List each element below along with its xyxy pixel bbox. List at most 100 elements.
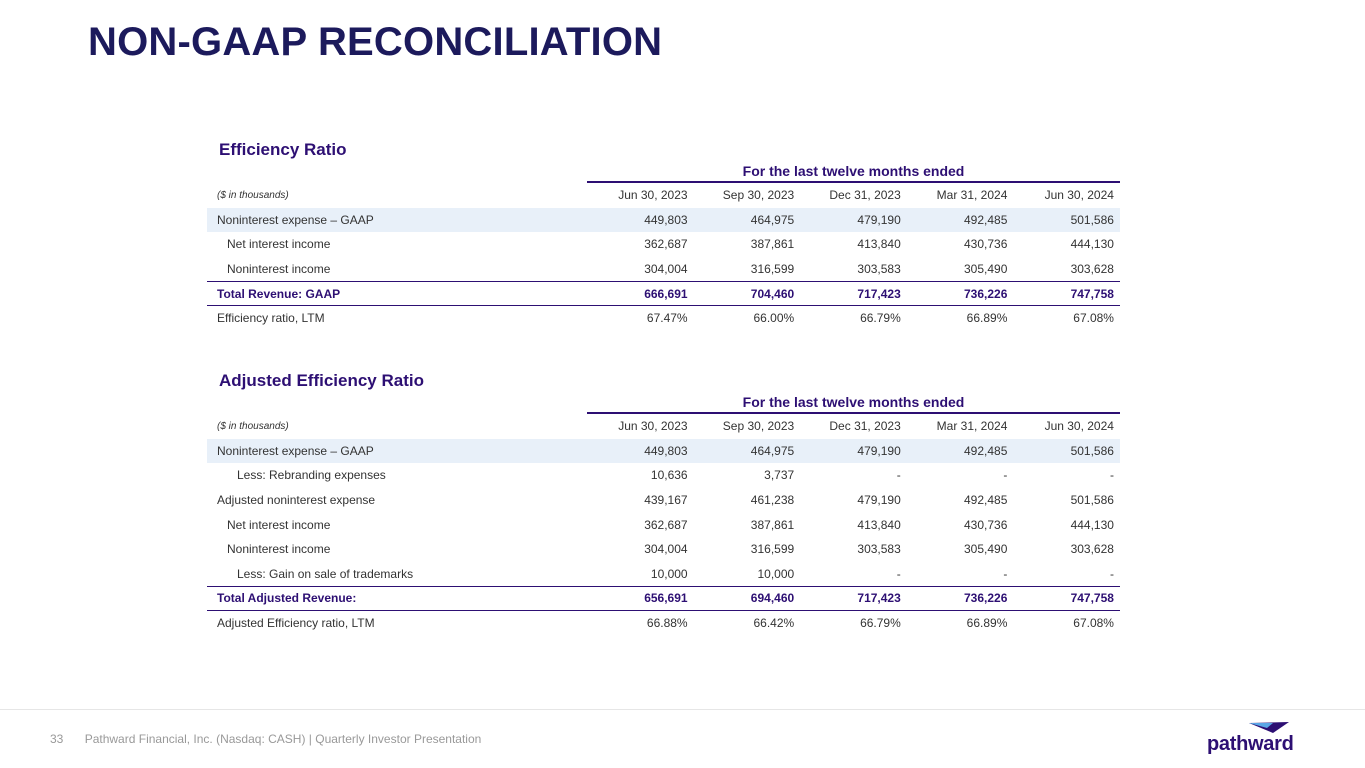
- row-label: Noninterest income: [227, 542, 331, 557]
- cell-value: 10,000: [757, 566, 795, 581]
- cell-value: 305,490: [963, 542, 1008, 557]
- row-label: Total Revenue: GAAP: [217, 286, 341, 301]
- cell-value: 304,004: [644, 262, 688, 277]
- page-title: NON-GAAP RECONCILIATION: [88, 20, 663, 64]
- units-label: ($ in thousands): [217, 420, 289, 432]
- header-row: ($ in thousands) Jun 30, 2023 Sep 30, 2023…: [207, 183, 1120, 208]
- cell-value: 492,485: [963, 443, 1008, 458]
- table-row: Noninterest expense – GAAP 449,803 464,975…: [207, 207, 1120, 233]
- cell-value: 501,586: [1070, 493, 1114, 508]
- table-row: Less: Rebranding expenses 10,636 3,737 - - -: [207, 463, 1120, 488]
- cell-value: 439,167: [644, 493, 688, 508]
- pathward-logo: pathward: [1207, 722, 1294, 756]
- footer: 33 Pathward Financial, Inc. (Nasdaq: CAS…: [50, 732, 481, 746]
- cell-value: 430,736: [963, 517, 1008, 532]
- cell-value: 501,586: [1070, 212, 1114, 227]
- cell-value: 449,803: [644, 212, 688, 227]
- row-label: Total Adjusted Revenue:: [217, 591, 357, 606]
- cell-value: -: [1003, 566, 1008, 581]
- row-label: Noninterest income: [227, 262, 331, 277]
- cell-value: 66.89%: [966, 616, 1008, 631]
- cell-value: 413,840: [857, 237, 901, 252]
- cell-value: -: [1109, 566, 1114, 581]
- cell-value: 387,861: [750, 517, 795, 532]
- column-header: Sep 30, 2023: [722, 188, 795, 203]
- units-label: ($ in thousands): [217, 189, 289, 201]
- cell-value: 747,758: [1070, 286, 1114, 301]
- cell-value: 66.79%: [860, 616, 901, 631]
- cell-value: 461,238: [750, 493, 795, 508]
- column-header: Jun 30, 2024: [1044, 419, 1114, 434]
- cell-value: 444,130: [1070, 237, 1114, 252]
- cell-value: 479,190: [857, 443, 901, 458]
- column-header: Jun 30, 2023: [618, 188, 688, 203]
- cell-value: 10,636: [650, 468, 688, 483]
- adjusted-efficiency-ratio-table: Adjusted Efficiency Ratio For the last tw…: [207, 371, 1120, 635]
- cell-value: 66.88%: [646, 616, 688, 631]
- cell-value: 656,691: [644, 591, 688, 606]
- cell-value: 362,687: [644, 237, 688, 252]
- cell-value: 66.89%: [966, 311, 1008, 326]
- table-row: Adjusted Efficiency ratio, LTM 66.88% 66.4…: [207, 611, 1120, 636]
- cell-value: -: [896, 468, 901, 483]
- logo-text: pathward: [1207, 733, 1294, 755]
- cell-value: 66.42%: [753, 616, 795, 631]
- cell-value: 362,687: [644, 517, 688, 532]
- cell-value: 3,737: [764, 468, 795, 483]
- cell-value: 387,861: [750, 237, 795, 252]
- cell-value: 666,691: [644, 286, 688, 301]
- column-header: Dec 31, 2023: [829, 419, 901, 434]
- cell-value: 413,840: [857, 517, 901, 532]
- logo-arrow-icon: [1249, 722, 1289, 733]
- footer-text: Pathward Financial, Inc. (Nasdaq: CASH) …: [84, 732, 482, 746]
- cell-value: 704,460: [750, 286, 795, 301]
- cell-value: 305,490: [963, 262, 1008, 277]
- column-header: Mar 31, 2024: [936, 188, 1008, 203]
- period-label: For the last twelve months ended: [587, 164, 1120, 183]
- footer-divider: [0, 709, 1365, 710]
- row-label: Net interest income: [227, 237, 331, 252]
- cell-value: 303,628: [1070, 262, 1114, 277]
- cell-value: 479,190: [857, 493, 901, 508]
- cell-value: -: [896, 566, 901, 581]
- row-label: Noninterest expense – GAAP: [217, 443, 374, 458]
- header-row: ($ in thousands) Jun 30, 2023 Sep 30, 2023…: [207, 414, 1120, 439]
- cell-value: 736,226: [963, 286, 1008, 301]
- cell-value: 303,583: [857, 542, 901, 557]
- row-label: Adjusted noninterest expense: [217, 493, 376, 508]
- row-label: Noninterest expense – GAAP: [217, 212, 374, 227]
- column-header: Jun 30, 2023: [618, 419, 688, 434]
- table-row: Noninterest income 304,004 316,599 303,583 3…: [207, 537, 1120, 562]
- table-row: Efficiency ratio, LTM 67.47% 66.00% 66.79% 6…: [207, 306, 1120, 331]
- column-header: Dec 31, 2023: [829, 188, 901, 203]
- cell-value: 717,423: [857, 591, 901, 606]
- table-heading: Efficiency Ratio: [219, 140, 347, 159]
- cell-value: 67.08%: [1073, 616, 1114, 631]
- row-label: Adjusted Efficiency ratio, LTM: [217, 616, 375, 631]
- table-row: Total Adjusted Revenue: 656,691 694,460 717…: [207, 586, 1120, 611]
- cell-value: 492,485: [963, 493, 1008, 508]
- column-header: Mar 31, 2024: [936, 419, 1008, 434]
- cell-value: 444,130: [1070, 517, 1114, 532]
- cell-value: 303,583: [857, 262, 901, 277]
- cell-value: 67.47%: [646, 311, 688, 326]
- page-number: 33: [50, 732, 64, 746]
- cell-value: 430,736: [963, 237, 1008, 252]
- row-label: Efficiency ratio, LTM: [217, 311, 325, 326]
- period-label: For the last twelve months ended: [587, 395, 1120, 414]
- column-header: Sep 30, 2023: [722, 419, 795, 434]
- cell-value: 316,599: [750, 542, 795, 557]
- row-label: Less: Gain on sale of trademarks: [237, 566, 414, 581]
- cell-value: 717,423: [857, 286, 901, 301]
- cell-value: 304,004: [644, 542, 688, 557]
- cell-value: -: [1109, 468, 1114, 483]
- table-row: Total Revenue: GAAP 666,691 704,460 717,423…: [207, 281, 1120, 306]
- cell-value: 464,975: [750, 212, 795, 227]
- cell-value: 449,803: [644, 443, 688, 458]
- efficiency-ratio-table: Efficiency Ratio For the last twelve mont…: [207, 140, 1120, 331]
- table-row: Net interest income 362,687 387,861 413,840…: [207, 232, 1120, 257]
- cell-value: 303,628: [1070, 542, 1114, 557]
- row-label: Less: Rebranding expenses: [237, 468, 386, 483]
- table-row: Less: Gain on sale of trademarks 10,000 10…: [207, 562, 1120, 587]
- cell-value: -: [1003, 468, 1008, 483]
